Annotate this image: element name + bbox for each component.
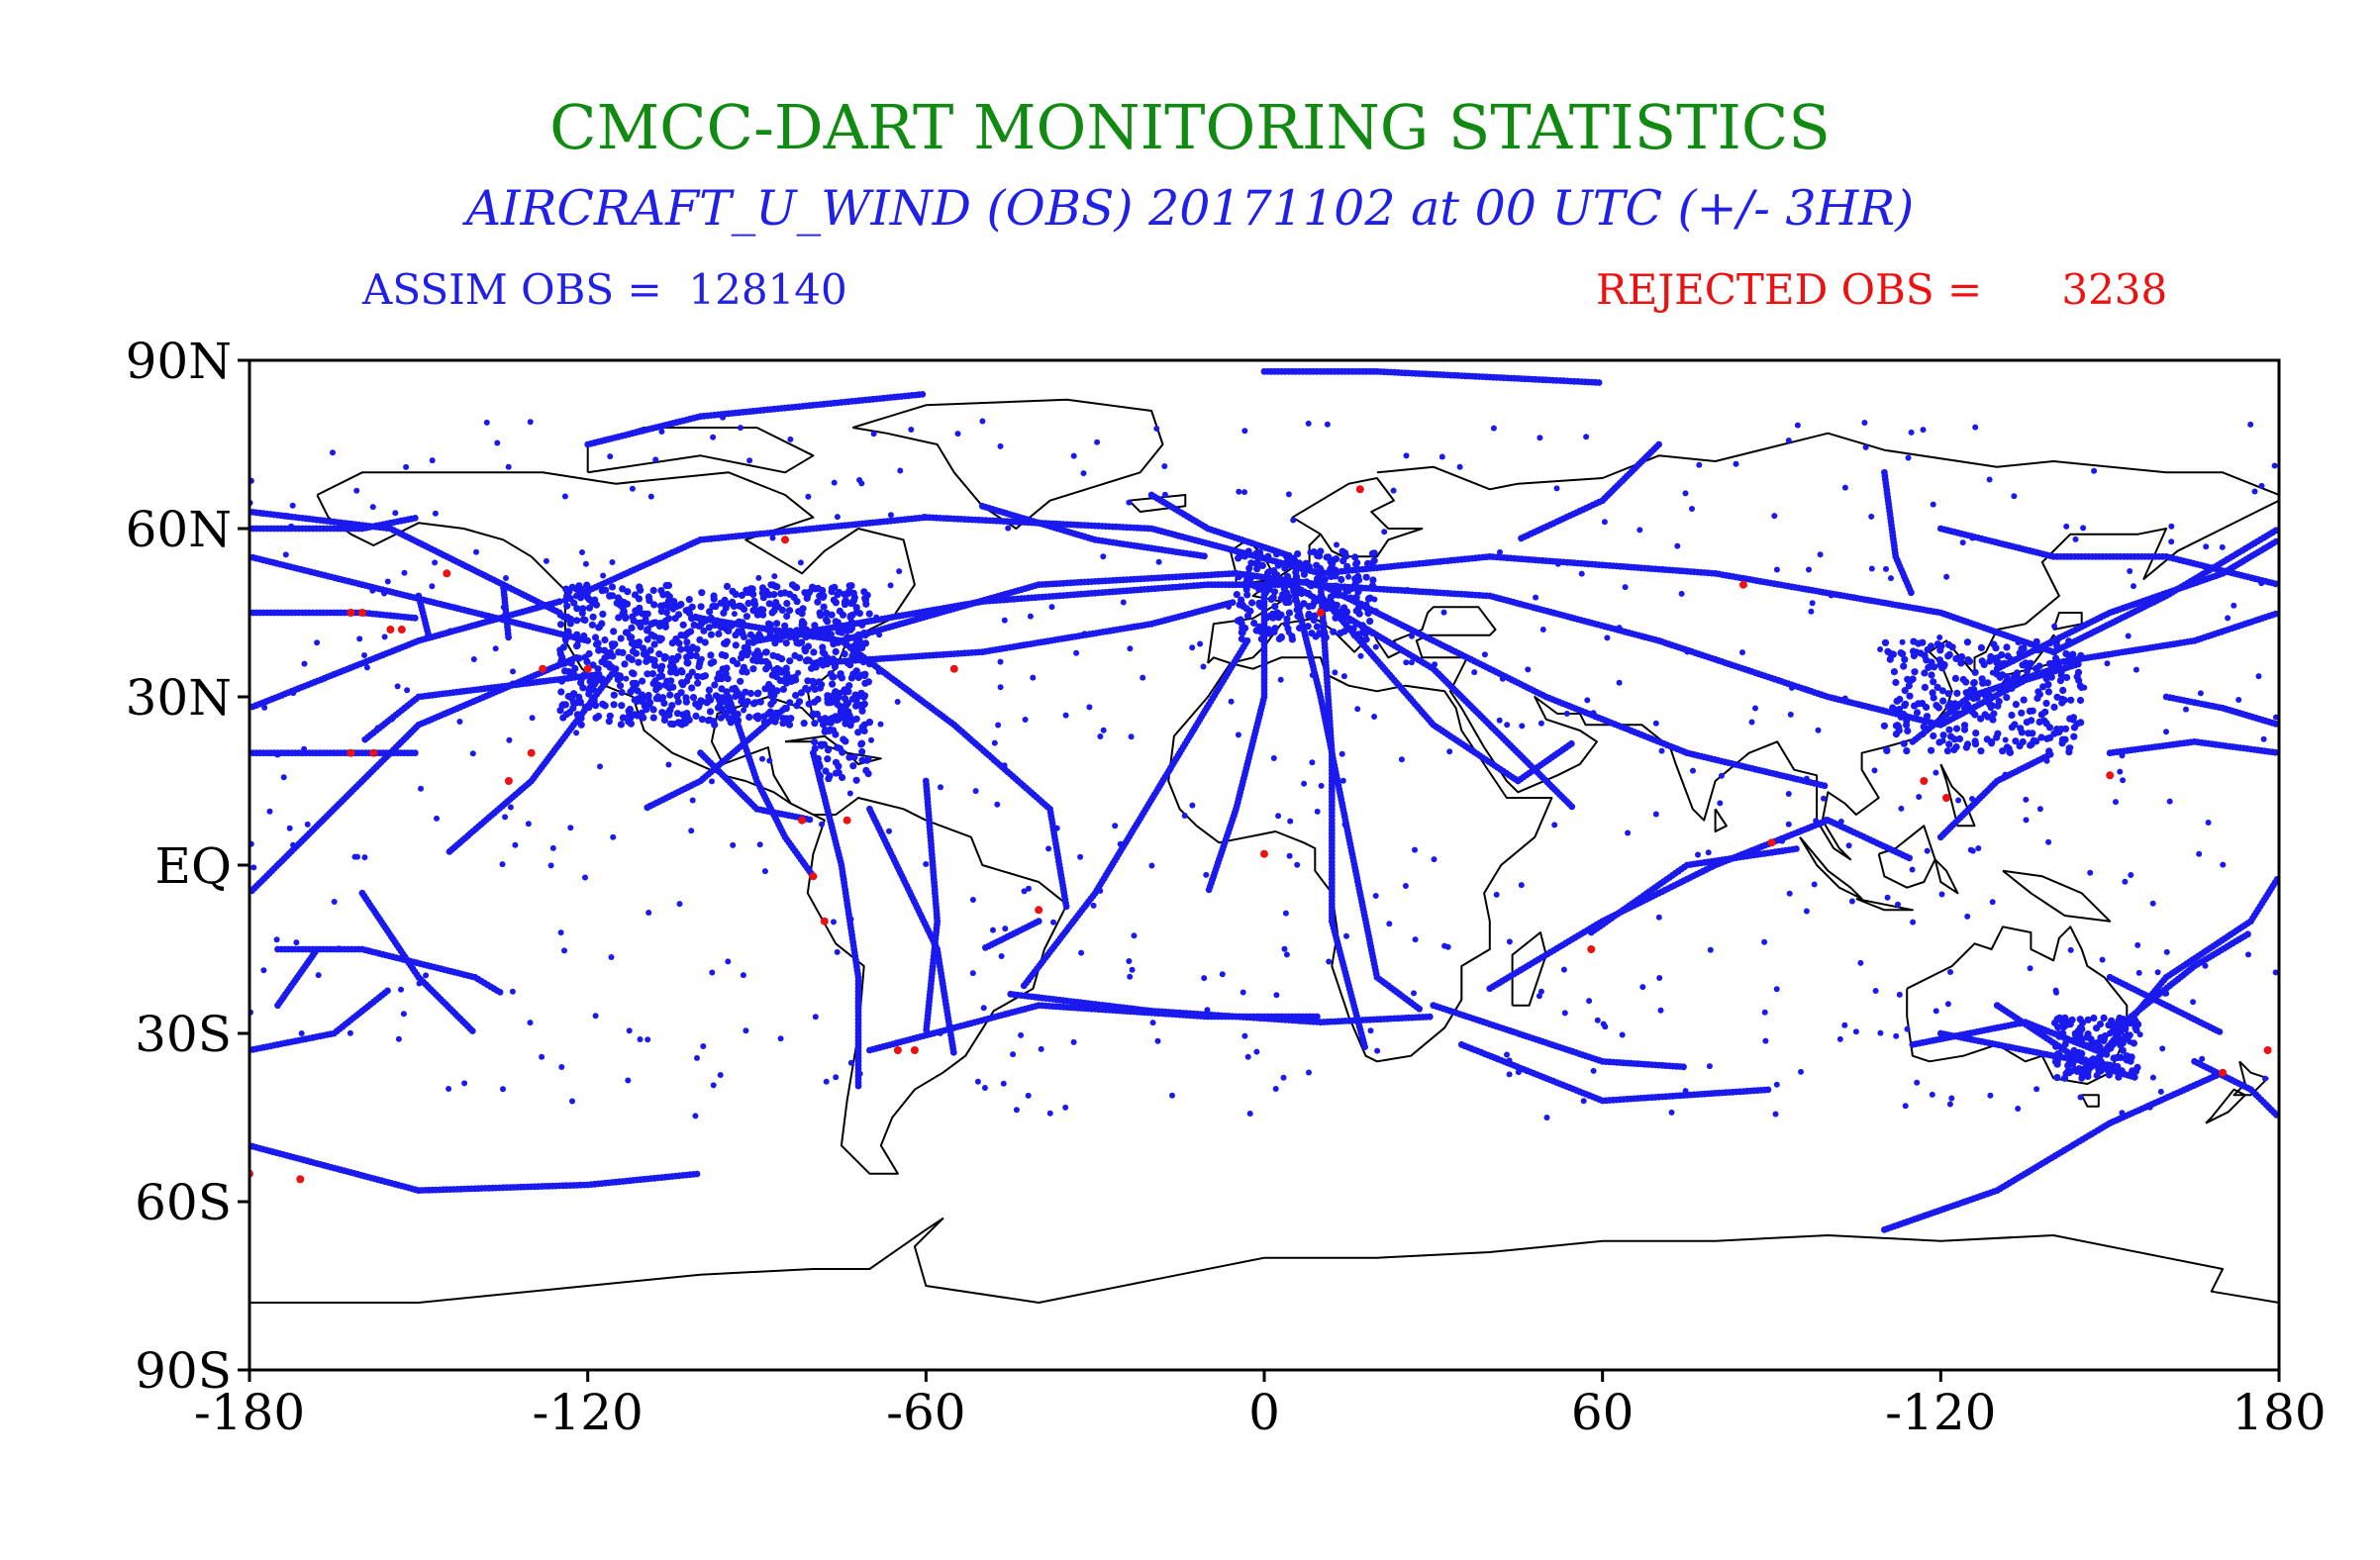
coastline-9 xyxy=(1511,931,1547,1007)
obs-point xyxy=(2244,930,2251,938)
obs-point xyxy=(446,848,453,855)
coastline-6 xyxy=(1376,432,2279,496)
obs-point xyxy=(1567,739,1575,747)
obs-point xyxy=(1764,1086,1772,1094)
coastline-11 xyxy=(2080,1094,2100,1108)
obs-point xyxy=(1680,1063,1687,1071)
obs-point xyxy=(1595,379,1603,386)
flight-track-44 xyxy=(249,987,391,1054)
flight-track-53 xyxy=(1881,468,1915,597)
rejected-obs-value: 3238 xyxy=(2061,265,2168,314)
chart-title: CMCC-DART MONITORING STATISTICS xyxy=(549,91,1831,163)
obs-point xyxy=(854,1082,862,1090)
obs-point xyxy=(693,1170,701,1178)
obs-point xyxy=(1062,903,1070,911)
flight-track-12 xyxy=(1306,581,1941,728)
obs-point xyxy=(923,1026,931,1033)
obs-point xyxy=(496,989,504,996)
coastline-19 xyxy=(1934,858,1959,895)
flight-track-52 xyxy=(1260,367,1603,386)
flight-track-6 xyxy=(866,1002,1321,1054)
flight-track-19 xyxy=(1457,1040,1772,1105)
obs-point xyxy=(384,987,391,995)
coastline-8 xyxy=(1167,656,1553,1063)
coastline-13 xyxy=(2205,1088,2246,1124)
obs-point xyxy=(1020,982,1028,990)
obs-point xyxy=(1821,782,1829,790)
flight-track-51 xyxy=(584,391,927,448)
assim-obs-value: 128140 xyxy=(688,265,847,314)
obs-point xyxy=(1568,803,1576,811)
obs-point xyxy=(1426,1013,1434,1021)
flight-track-8 xyxy=(1289,581,1423,1013)
coastline-22 xyxy=(1714,808,1728,832)
rejected-obs-count: REJECTED OBS = 3238 xyxy=(1596,265,2167,314)
flight-track-13 xyxy=(1317,581,1829,790)
obs-point xyxy=(425,634,433,641)
obs-point xyxy=(411,614,419,622)
flight-track-45 xyxy=(274,948,319,1010)
obs-point xyxy=(1793,845,1800,852)
obs-point xyxy=(505,634,512,641)
coastline-0 xyxy=(316,471,1068,1175)
obs-point xyxy=(1416,1005,1423,1013)
obs-point xyxy=(1205,886,1213,894)
obs-point xyxy=(361,735,369,743)
obs-point xyxy=(1908,589,1915,597)
obs-point xyxy=(1314,1013,1321,1021)
flight-track-7 xyxy=(1020,636,1251,990)
coastline-16 xyxy=(1799,836,1863,900)
assim-obs-count: ASSIM OBS = 128140 xyxy=(362,265,847,314)
flight-track-25 xyxy=(446,665,620,855)
coastline-15 xyxy=(2052,612,2083,631)
assim-obs-label: ASSIM OBS = xyxy=(362,265,662,314)
obs-point xyxy=(919,391,927,398)
coastline-10 xyxy=(1906,926,2129,1085)
flight-track-47 xyxy=(249,609,419,622)
coastline-17 xyxy=(1855,898,1914,912)
coastline-20 xyxy=(2002,869,2112,923)
obs-point xyxy=(949,1048,957,1056)
chart-subtitle: AIRCRAFT_U_WIND (OBS) 20171102 at 00 UTC… xyxy=(465,180,1915,237)
flight-track-29 xyxy=(922,777,942,1033)
obs-point xyxy=(1906,854,1913,862)
obs-point xyxy=(2074,660,2082,668)
obs-point xyxy=(311,948,319,956)
flight-track-17 xyxy=(1587,845,1800,936)
obs-point xyxy=(1361,1043,1368,1050)
flight-track-30 xyxy=(866,805,957,1056)
coastlines xyxy=(249,398,2279,1304)
obs-point xyxy=(411,749,419,757)
obs-point xyxy=(1229,599,1237,606)
coastline-25 xyxy=(249,1218,2279,1304)
flight-track-1 xyxy=(572,514,1321,600)
flight-track-23 xyxy=(249,509,563,617)
flight-track-42 xyxy=(249,1141,701,1195)
coastline-21 xyxy=(1939,763,1976,828)
coastline-1 xyxy=(852,398,1164,530)
coastline-18 xyxy=(1877,825,1936,889)
obs-point xyxy=(644,804,651,812)
rejected-obs-label: REJECTED OBS = xyxy=(1596,265,1983,314)
flight-track-18 xyxy=(1430,1002,1687,1071)
flight-track-48 xyxy=(249,749,419,757)
assimilated-observations xyxy=(249,367,2279,1233)
obs-point xyxy=(411,515,419,522)
flight-track-16 xyxy=(1486,817,1913,993)
